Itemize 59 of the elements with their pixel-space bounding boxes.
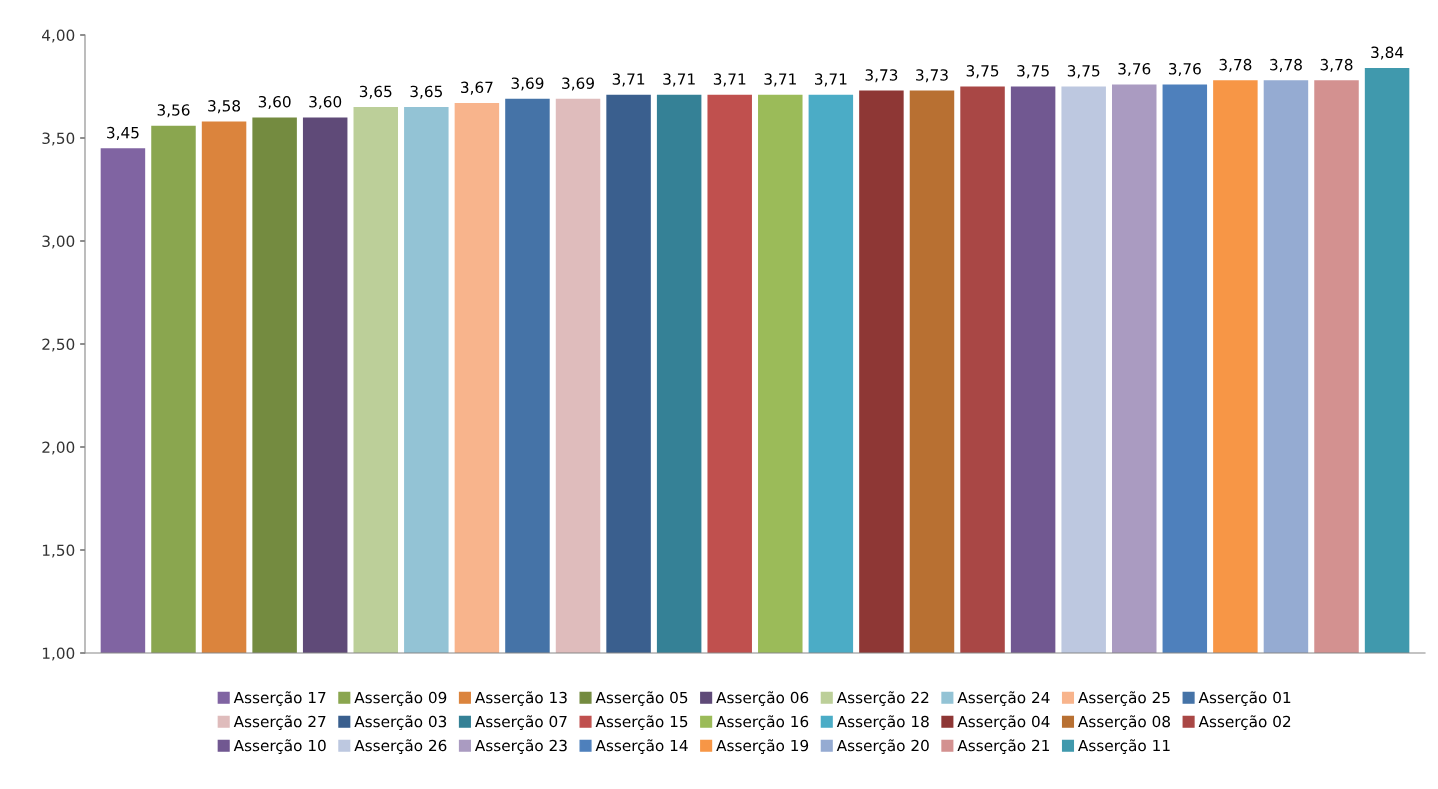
legend-label: Asserção 05	[595, 691, 688, 707]
y-tick-label: 1,50	[42, 544, 75, 558]
legend-label: Asserção 08	[1078, 715, 1170, 731]
legend-label: Asserção 07	[474, 715, 567, 731]
data-label: 3,67	[461, 81, 493, 95]
data-label: 3,71	[815, 73, 847, 87]
data-label: 3,76	[1118, 62, 1151, 77]
legend-label: Asserção 11	[1078, 739, 1170, 755]
legend-label: Asserção 21	[957, 739, 1050, 755]
legend-label: Asserção 17	[233, 691, 326, 707]
legend-label: Asserção 24	[957, 691, 1050, 707]
y-tick-label: 1,00	[42, 647, 75, 661]
data-label: 3,65	[359, 85, 392, 99]
y-tick-label: 4,00	[42, 29, 75, 43]
data-label: 3,78	[1219, 58, 1252, 72]
data-label: 3,75	[966, 65, 999, 79]
legend-label: Asserção 27	[233, 715, 326, 731]
legend-label: Asserção 13	[474, 691, 567, 707]
data-label: 3,56	[157, 104, 190, 118]
data-label: 3,71	[663, 73, 695, 87]
data-label: 3,58	[208, 100, 241, 114]
data-label: 3,76	[1168, 62, 1201, 77]
data-label: 3,69	[511, 77, 544, 91]
data-label: 3,60	[309, 95, 342, 110]
legend-label: Asserção 25	[1078, 691, 1170, 707]
data-label: 3,45	[107, 126, 139, 140]
legend-label: Asserção 02	[1198, 715, 1291, 731]
data-label: 3,75	[1017, 65, 1049, 79]
data-label: 3,69	[562, 77, 594, 91]
legend-label: Asserção 06	[716, 691, 809, 707]
data-label: 3,71	[764, 73, 796, 87]
legend-label: Asserção 14	[595, 739, 688, 755]
data-label: 3,71	[612, 73, 645, 87]
legend-label: Asserção 18	[836, 715, 929, 731]
data-label: 3,73	[865, 69, 898, 83]
data-label: 3,60	[258, 95, 291, 110]
legend-label: Asserção 01	[1198, 691, 1291, 707]
data-label: 3,78	[1320, 58, 1353, 72]
legend-label: Asserção 09	[354, 691, 447, 707]
legend-label: Asserção 16	[716, 715, 809, 731]
legend-label: Asserção 10	[233, 739, 326, 755]
y-tick-label: 3,50	[42, 132, 75, 146]
data-label: 3,73	[916, 69, 948, 83]
data-label: 3,84	[1371, 46, 1404, 60]
legend-label: Asserção 19	[716, 739, 809, 755]
y-tick-label: 3,00	[42, 235, 75, 249]
legend-label: Asserção 20	[836, 739, 929, 755]
legend-label: Asserção 15	[595, 715, 688, 731]
y-tick-label: 2,50	[42, 338, 75, 352]
legend-label: Asserção 03	[354, 715, 447, 731]
data-label: 3,78	[1270, 58, 1302, 72]
legend-label: Asserção 26	[354, 739, 447, 755]
y-tick-label: 2,00	[42, 441, 75, 455]
legend-label: Asserção 04	[957, 715, 1050, 731]
legend-label: Asserção 22	[836, 691, 929, 707]
data-label: 3,65	[410, 85, 442, 99]
data-label: 3,71	[713, 73, 746, 87]
data-label: 3,75	[1067, 65, 1100, 79]
legend-label: Asserção 23	[474, 739, 567, 755]
